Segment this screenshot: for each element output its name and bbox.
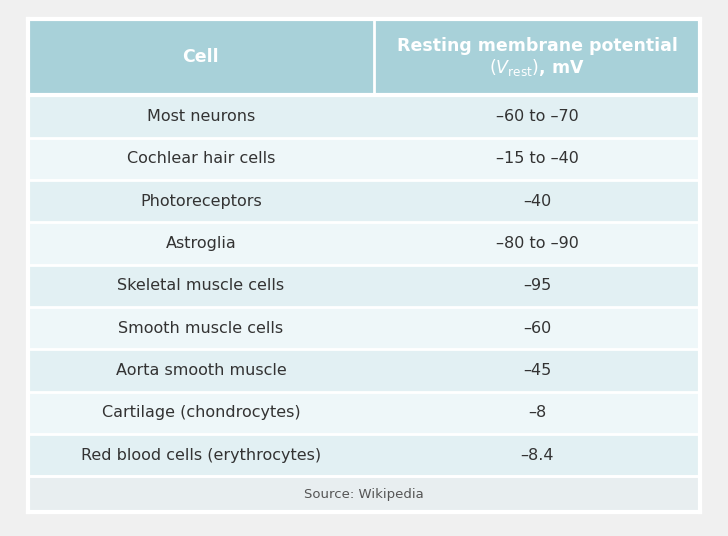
- Text: Cartilage (chondrocytes): Cartilage (chondrocytes): [102, 405, 300, 420]
- Text: $(V_{\rm rest})$, mV: $(V_{\rm rest})$, mV: [489, 57, 585, 78]
- Text: Skeletal muscle cells: Skeletal muscle cells: [117, 278, 285, 293]
- Text: –60: –60: [523, 321, 551, 336]
- Text: Red blood cells (erythrocytes): Red blood cells (erythrocytes): [81, 448, 321, 463]
- Text: Photoreceptors: Photoreceptors: [140, 193, 262, 209]
- Bar: [28, 307, 700, 349]
- Text: Resting membrane potential: Resting membrane potential: [397, 38, 678, 55]
- Bar: [28, 434, 700, 477]
- Bar: [28, 477, 700, 512]
- Bar: [28, 19, 374, 95]
- Text: –80 to –90: –80 to –90: [496, 236, 579, 251]
- Text: –60 to –70: –60 to –70: [496, 109, 579, 124]
- Bar: [28, 265, 700, 307]
- Bar: [28, 180, 700, 222]
- Text: –95: –95: [523, 278, 551, 293]
- Bar: [374, 19, 700, 95]
- Bar: [28, 222, 700, 265]
- Text: Smooth muscle cells: Smooth muscle cells: [119, 321, 283, 336]
- Text: Aorta smooth muscle: Aorta smooth muscle: [116, 363, 286, 378]
- Text: Astroglia: Astroglia: [165, 236, 237, 251]
- Text: –8.4: –8.4: [521, 448, 554, 463]
- Text: Cell: Cell: [183, 48, 219, 66]
- Text: –8: –8: [528, 405, 546, 420]
- Bar: [28, 392, 700, 434]
- Bar: [28, 349, 700, 392]
- Text: Cochlear hair cells: Cochlear hair cells: [127, 151, 275, 166]
- Text: –40: –40: [523, 193, 551, 209]
- Text: –15 to –40: –15 to –40: [496, 151, 579, 166]
- Bar: [28, 138, 700, 180]
- Text: Source: Wikipedia: Source: Wikipedia: [304, 488, 424, 501]
- Text: –45: –45: [523, 363, 551, 378]
- Text: Most neurons: Most neurons: [147, 109, 255, 124]
- Bar: [28, 95, 700, 138]
